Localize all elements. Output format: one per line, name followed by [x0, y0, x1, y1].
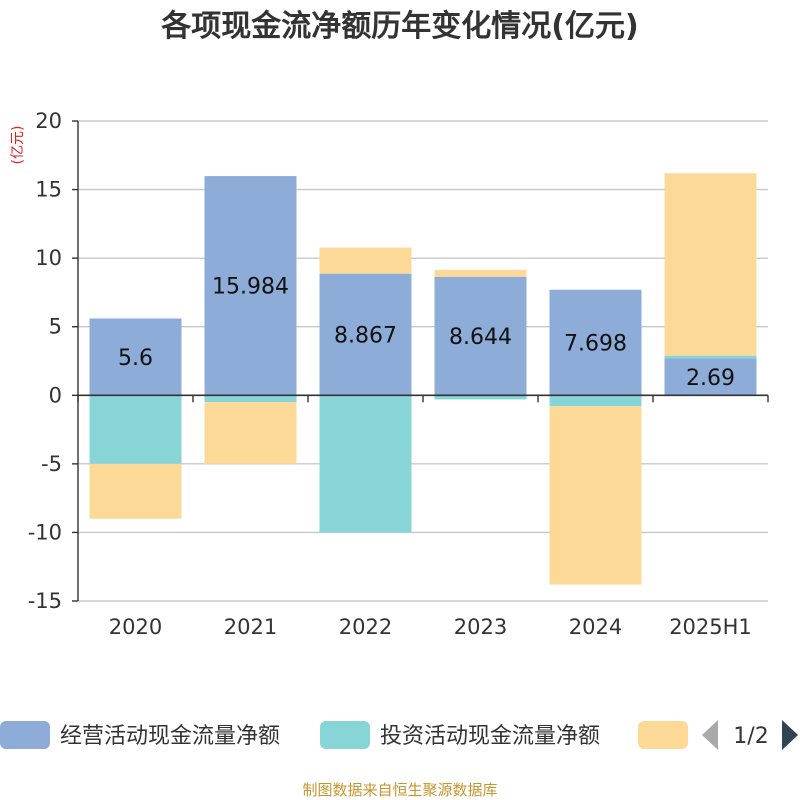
- legend-swatch[interactable]: [638, 721, 688, 749]
- bar-series3-2021: [204, 402, 297, 464]
- bar-series3-2020: [89, 463, 182, 519]
- y-tick-label: 5: [49, 315, 62, 339]
- data-label: 5.6: [118, 346, 153, 371]
- legend-swatch[interactable]: [0, 721, 50, 749]
- bar-series1-2024: [549, 289, 642, 396]
- bar-series2-2020: [89, 395, 182, 464]
- y-tick-label: -10: [28, 520, 62, 544]
- source-note: 制图数据来自恒生聚源数据库: [302, 781, 497, 799]
- x-tick-label: 2025H1: [669, 615, 752, 639]
- bar-series3-2025H1: [664, 173, 757, 356]
- x-tick-label: 2022: [339, 615, 392, 639]
- chart-title: 各项现金流净额历年变化情况(亿元): [160, 9, 638, 44]
- bar-series2-2023: [434, 395, 527, 400]
- y-tick-label: 15: [35, 178, 62, 202]
- y-axis-unit: (亿元): [10, 126, 26, 165]
- y-tick-label: -5: [41, 452, 62, 476]
- data-label: 8.867: [334, 323, 397, 348]
- x-tick-label: 2020: [109, 615, 162, 639]
- x-axis: 2020 2021 2022 2023 2024 2025H1: [77, 394, 769, 639]
- bar-series2-2021: [204, 395, 297, 403]
- y-axis-ticks: 20 15 10 5 0 -5 -10 -15: [28, 109, 79, 613]
- bar-series1-2025H1: [664, 358, 757, 396]
- gridlines: [78, 120, 768, 602]
- bar-series1-2022: [319, 273, 412, 396]
- legend-page-indicator: 1/2: [733, 724, 768, 749]
- legend-label[interactable]: 经营活动现金流量净额: [60, 724, 280, 749]
- bar-series1-2023: [434, 276, 527, 396]
- y-tick-label: 10: [35, 246, 62, 270]
- bar-series2-2022: [319, 395, 412, 533]
- x-tick-label: 2023: [454, 615, 507, 639]
- data-label: 7.698: [564, 331, 627, 356]
- data-label: 8.644: [449, 325, 512, 350]
- bar-series2-2025H1: [664, 355, 757, 359]
- legend-label[interactable]: 投资活动现金流量净额: [380, 724, 600, 749]
- x-tick-label: 2021: [224, 615, 277, 639]
- data-label: 15.984: [212, 275, 289, 300]
- legend-next-page-icon[interactable]: [782, 720, 798, 750]
- y-tick-label: 20: [35, 109, 62, 133]
- y-tick-label: -15: [28, 589, 62, 613]
- legend-prev-page-icon[interactable]: [702, 720, 718, 750]
- legend-swatch[interactable]: [320, 721, 370, 749]
- data-labels: 5.6 15.984 8.867 8.644 7.698 2.69: [118, 275, 735, 391]
- y-tick-label: 0: [49, 383, 62, 407]
- x-tick-label: 2024: [569, 615, 622, 639]
- bar-series3-2024: [549, 406, 642, 585]
- bar-series1-2020: [89, 318, 182, 396]
- bar-series1-2021: [204, 176, 297, 396]
- bar-series2-2024: [549, 395, 642, 407]
- data-label: 2.69: [686, 366, 735, 391]
- legend: 经营活动现金流量净额 投资活动现金流量净额 1/2: [0, 720, 798, 750]
- bar-series3-2022: [319, 247, 412, 274]
- bar-series3-2023: [434, 269, 527, 277]
- bars: [89, 173, 757, 585]
